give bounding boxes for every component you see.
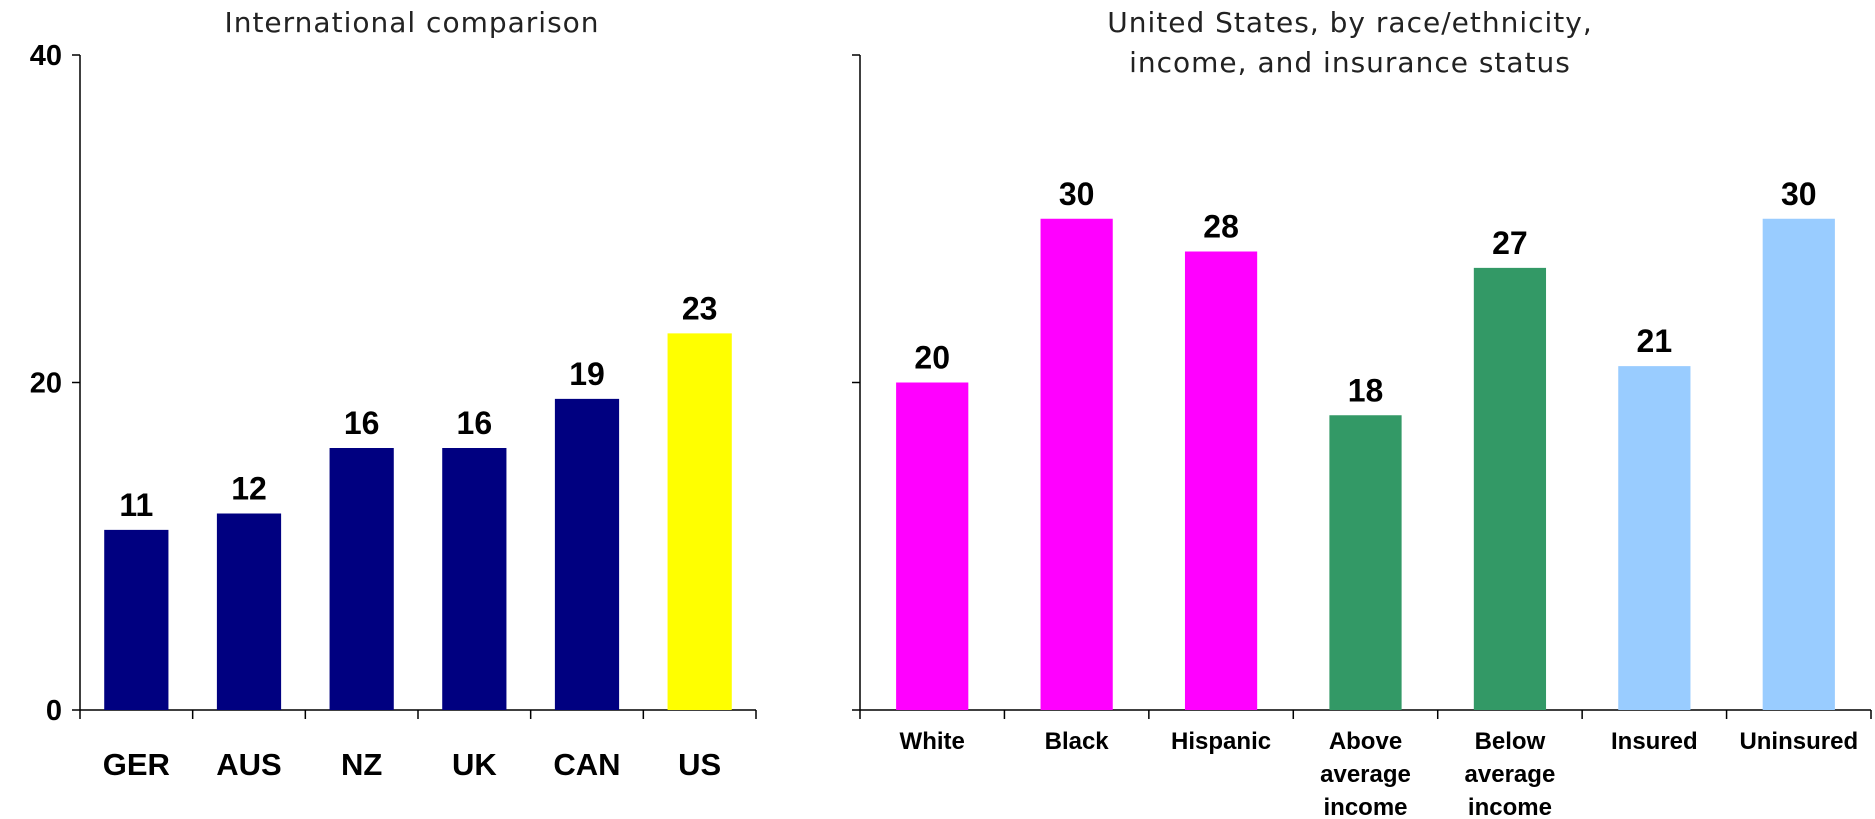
left-data-label: 16 (344, 405, 380, 441)
left-x-tick-label: NZ (341, 747, 382, 782)
right-x-tick-label-line: Below (1475, 728, 1546, 755)
left-x-tick-label-line: CAN (553, 747, 620, 782)
left-bar (216, 513, 282, 710)
right-x-tick-label-line: average (1465, 761, 1556, 788)
left-data-label: 16 (457, 405, 493, 441)
right-data-label: 21 (1637, 323, 1673, 359)
right-bar (1618, 366, 1691, 710)
left-x-tick-label-line: NZ (341, 747, 382, 782)
right-x-tick-label: White (900, 728, 965, 755)
left-x-tick-label: GER (103, 747, 170, 782)
left-data-label: 12 (231, 471, 267, 507)
right-x-tick-label: Hispanic (1171, 728, 1271, 755)
left-bar (329, 448, 394, 710)
left-x-tick-label-line: AUS (216, 747, 281, 782)
right-bar (1473, 267, 1547, 710)
left-chart-title: International comparison (224, 6, 599, 39)
right-x-tick-label-line: Insured (1611, 728, 1698, 755)
right-x-tick-label-line: Above (1329, 728, 1402, 755)
right-data-label: 30 (1059, 176, 1095, 212)
right-x-tick-label: Black (1045, 728, 1110, 755)
left-data-label: 11 (119, 487, 153, 523)
left-x-tick-label-line: GER (103, 747, 170, 782)
right-data-label: 20 (914, 340, 950, 376)
left-data-label: 19 (569, 356, 605, 392)
right-x-tick-label-line: Black (1045, 728, 1110, 755)
right-x-tick-label: Uninsured (1739, 728, 1858, 755)
right-x-tick-label-line: income (1323, 794, 1407, 819)
right-chart-title-line-2: income, and insurance status (1129, 46, 1571, 79)
left-bar (554, 398, 620, 710)
left-y-tick-label: 0 (46, 695, 62, 727)
left-x-tick-label: UK (452, 747, 497, 782)
left-y-tick-label: 40 (30, 40, 62, 72)
left-y-tick-label: 20 (30, 368, 62, 400)
left-bar (667, 333, 732, 710)
right-bar (1184, 251, 1258, 710)
international-comparison-panel: International comparison 0 20 40 11 GER 12 AUS… (30, 6, 757, 782)
us-subgroups-panel: United States, by race/ethnicity, income… (852, 6, 1872, 819)
right-x-tick-label-line: average (1320, 761, 1411, 788)
right-data-label: 18 (1348, 372, 1384, 408)
right-chart-title-line-1: United States, by race/ethnicity, (1107, 6, 1592, 39)
left-bar (104, 529, 169, 710)
right-data-label: 27 (1492, 225, 1528, 261)
right-x-tick-label-line: Hispanic (1171, 728, 1271, 755)
right-x-tick-label: Below average income (1465, 728, 1556, 819)
right-x-tick-label: Insured (1611, 728, 1698, 755)
left-x-tick-label: AUS (216, 747, 281, 782)
right-bar (1329, 415, 1402, 710)
left-bar (442, 448, 507, 710)
right-x-tick-label-line: White (900, 728, 965, 755)
right-x-tick-label: Above average income (1320, 728, 1411, 819)
right-data-label: 28 (1203, 209, 1239, 245)
left-x-tick-label-line: US (678, 747, 721, 782)
left-x-tick-label-line: UK (452, 747, 497, 782)
right-bar (1040, 218, 1113, 710)
right-x-tick-label-line: income (1468, 794, 1552, 819)
left-data-label: 23 (682, 290, 718, 326)
right-bar (1762, 218, 1835, 710)
left-x-tick-label: CAN (553, 747, 620, 782)
right-bar (896, 382, 969, 710)
left-x-tick-label: US (678, 747, 721, 782)
right-data-label: 30 (1781, 176, 1817, 212)
right-x-tick-label-line: Uninsured (1739, 728, 1858, 755)
